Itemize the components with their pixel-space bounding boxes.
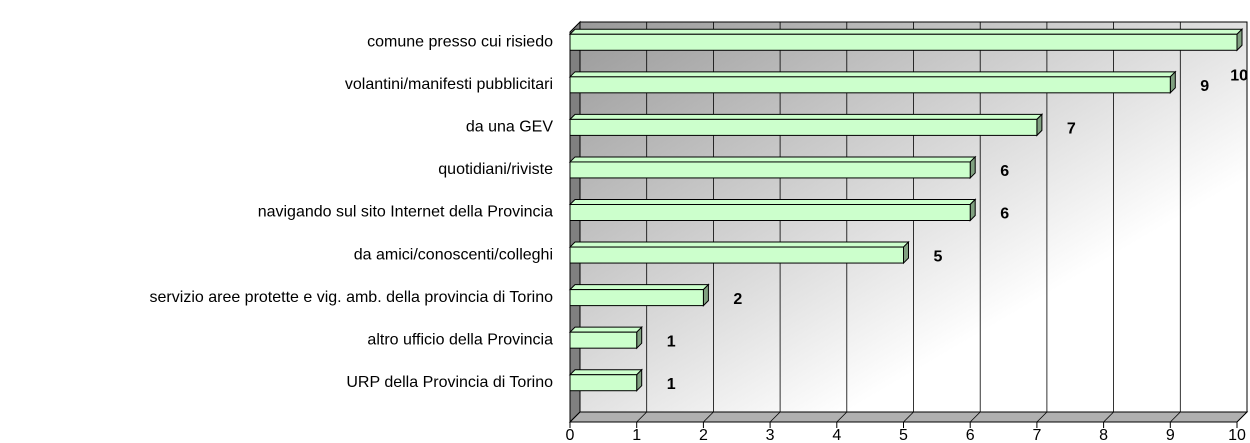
grid-line	[636, 411, 647, 423]
grid-line	[969, 411, 981, 423]
y-tick-label: servizio aree protette e vig. amb. della…	[150, 289, 554, 306]
grid-line	[769, 411, 781, 423]
y-tick-label: comune presso cui risiedo	[367, 33, 553, 50]
y-tick-label: da una GEV	[466, 119, 554, 136]
value-label: 1	[667, 333, 676, 350]
grid-line	[1170, 411, 1181, 423]
bar	[569, 204, 971, 221]
y-tick-label: volantini/manifesti pubblicitari	[345, 76, 553, 93]
y-tick-label: quotidiani/riviste	[438, 161, 553, 178]
value-label: 10	[1230, 67, 1248, 84]
bar-top	[568, 241, 910, 248]
x-tick-label: 10	[1228, 427, 1246, 443]
y-tick-label: navigando sul sito Internet della Provin…	[258, 204, 553, 221]
bar-top	[568, 28, 1244, 35]
grid-line	[703, 411, 714, 423]
bar	[569, 246, 904, 264]
grid-line	[903, 411, 914, 423]
bar-top	[568, 369, 643, 376]
x-tick-label: 1	[632, 427, 641, 443]
y-tick-label: altro ufficio della Provincia	[367, 331, 553, 348]
x-tick-label: 8	[1099, 427, 1108, 443]
grid-line	[1236, 411, 1248, 423]
value-label: 9	[1200, 78, 1209, 95]
bar-top	[568, 284, 710, 291]
value-label: 6	[1000, 206, 1009, 223]
x-tick-label: 6	[966, 427, 975, 443]
value-label: 5	[934, 248, 943, 265]
bar-top	[568, 156, 977, 163]
bar-top	[568, 199, 977, 205]
grid-line	[1036, 411, 1048, 423]
value-label: 2	[733, 291, 742, 308]
value-label: 7	[1067, 121, 1076, 138]
x-tick-label: 5	[899, 427, 908, 443]
bar	[569, 289, 704, 307]
grid-line	[1103, 411, 1114, 423]
grid-line	[836, 411, 848, 423]
x-tick-label: 0	[566, 427, 575, 443]
value-label: 1	[667, 376, 676, 393]
x-tick-label: 3	[766, 427, 775, 443]
bar-top	[568, 326, 643, 333]
value-label: 6	[1000, 163, 1009, 180]
y-tick-label: da amici/conoscenti/colleghi	[354, 246, 553, 263]
x-tick-label: 2	[699, 427, 708, 443]
bar-top	[568, 113, 1044, 120]
x-tick-label: 7	[1032, 427, 1041, 443]
bar	[569, 374, 638, 392]
bar	[569, 33, 1238, 51]
x-tick-label: 9	[1166, 427, 1175, 443]
x-tick-label: 4	[832, 427, 841, 443]
bar	[569, 161, 971, 179]
bar	[569, 331, 638, 349]
bar-top	[568, 71, 1177, 78]
bar	[569, 76, 1171, 94]
y-tick-label: URP della Provincia di Torino	[346, 374, 553, 391]
grid-line	[569, 411, 581, 423]
bar	[569, 118, 1038, 136]
